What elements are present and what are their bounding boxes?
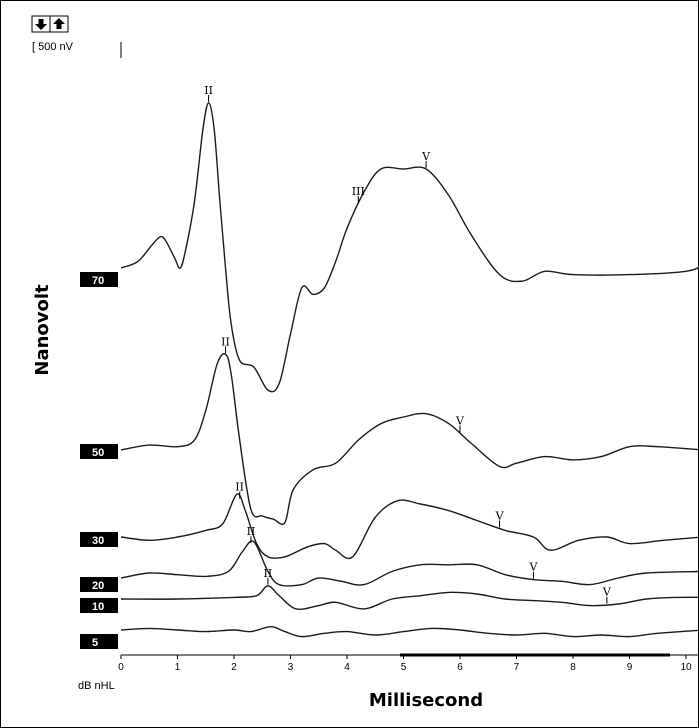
trace-label-text: 10 [92,601,104,613]
trace-labels-layer: 70 50 30 20 10 5 [80,272,118,649]
peak-marker-V-50[interactable]: V [455,415,465,433]
trace-label-box[interactable] [80,598,118,613]
trace-20-line [120,540,699,587]
trace-label-box[interactable] [80,272,118,287]
trace-label-5[interactable]: 5 [80,634,118,649]
trace-10-line [120,585,699,610]
peak-marker-V-20[interactable]: V [528,561,538,579]
x-tick-label: 6 [457,662,463,673]
x-tick-label: 3 [288,662,294,673]
x-tick-label: 8 [570,662,576,673]
peak-marker-II-10[interactable]: II [264,567,273,585]
peak-marker-label: V [528,561,538,574]
peak-marker-label: II [204,84,213,97]
peak-marker-label: II [264,567,273,580]
trace-label-20[interactable]: 20 [80,577,118,592]
peak-marker-label: V [602,586,612,599]
peak-marker-label: III [352,185,365,198]
x-tick-label: 5 [401,662,407,673]
peak-marker-label: II [221,335,230,348]
peak-marker-label: V [455,415,465,428]
trace-label-text: 20 [92,580,104,592]
peak-marker-III-70[interactable]: III [352,185,365,204]
peak-marker-V-70[interactable]: V [421,150,431,168]
x-tick-label: 9 [627,662,633,673]
scale-up-button[interactable] [49,15,69,33]
x-tick-label: 7 [514,662,520,673]
y-axis-title: Nanovolt [32,284,53,376]
trace-label-10[interactable]: 10 [80,598,118,613]
peak-marker-II-70[interactable]: II [204,84,213,102]
scale-down-button[interactable] [31,15,51,33]
peak-marker-V-30[interactable]: V [495,509,505,528]
trace-label-box[interactable] [80,532,118,547]
scale-label: [ 500 nV [32,41,74,53]
x-tick-label: 4 [344,662,350,673]
trace-5-line [120,625,699,638]
arrow-down-icon [35,19,47,30]
x-unit-label: dB nHL [78,680,115,692]
x-tick-label: 1 [175,662,181,673]
traces-layer [120,102,699,638]
trace-label-30[interactable]: 30 [80,532,118,547]
x-tick-label: 2 [231,662,237,673]
peak-marker-V-10[interactable]: V [602,586,612,604]
arrow-up-icon [53,18,65,29]
x-tick-label: 10 [680,662,692,673]
peak-marker-II-20[interactable]: II [247,525,256,544]
x-tick-label: 0 [118,662,124,673]
x-axis-title: Millisecond [369,690,483,711]
peak-marker-label: V [495,509,505,522]
peak-marker-label: II [247,525,256,538]
trace-label-text: 50 [92,447,104,459]
trace-70-line [120,102,699,393]
trace-label-50[interactable]: 50 [80,444,118,459]
trace-30-line [120,493,699,560]
trace-label-box[interactable] [80,634,118,649]
peak-marker-II-30[interactable]: II [235,481,244,499]
trace-50-line [120,353,699,525]
trace-label-text: 5 [92,637,98,649]
peak-marker-II-50[interactable]: II [221,335,230,354]
trace-label-box[interactable] [80,577,118,592]
peak-marker-label: II [235,481,244,494]
trace-label-text: 30 [92,535,104,547]
peak-marker-label: V [421,150,431,163]
x-axis-ticks: 0 1 2 3 4 5 6 7 8 9 10 [118,655,692,673]
trace-label-box[interactable] [80,444,118,459]
trace-label-70[interactable]: 70 [80,272,118,287]
trace-label-text: 70 [92,275,104,287]
